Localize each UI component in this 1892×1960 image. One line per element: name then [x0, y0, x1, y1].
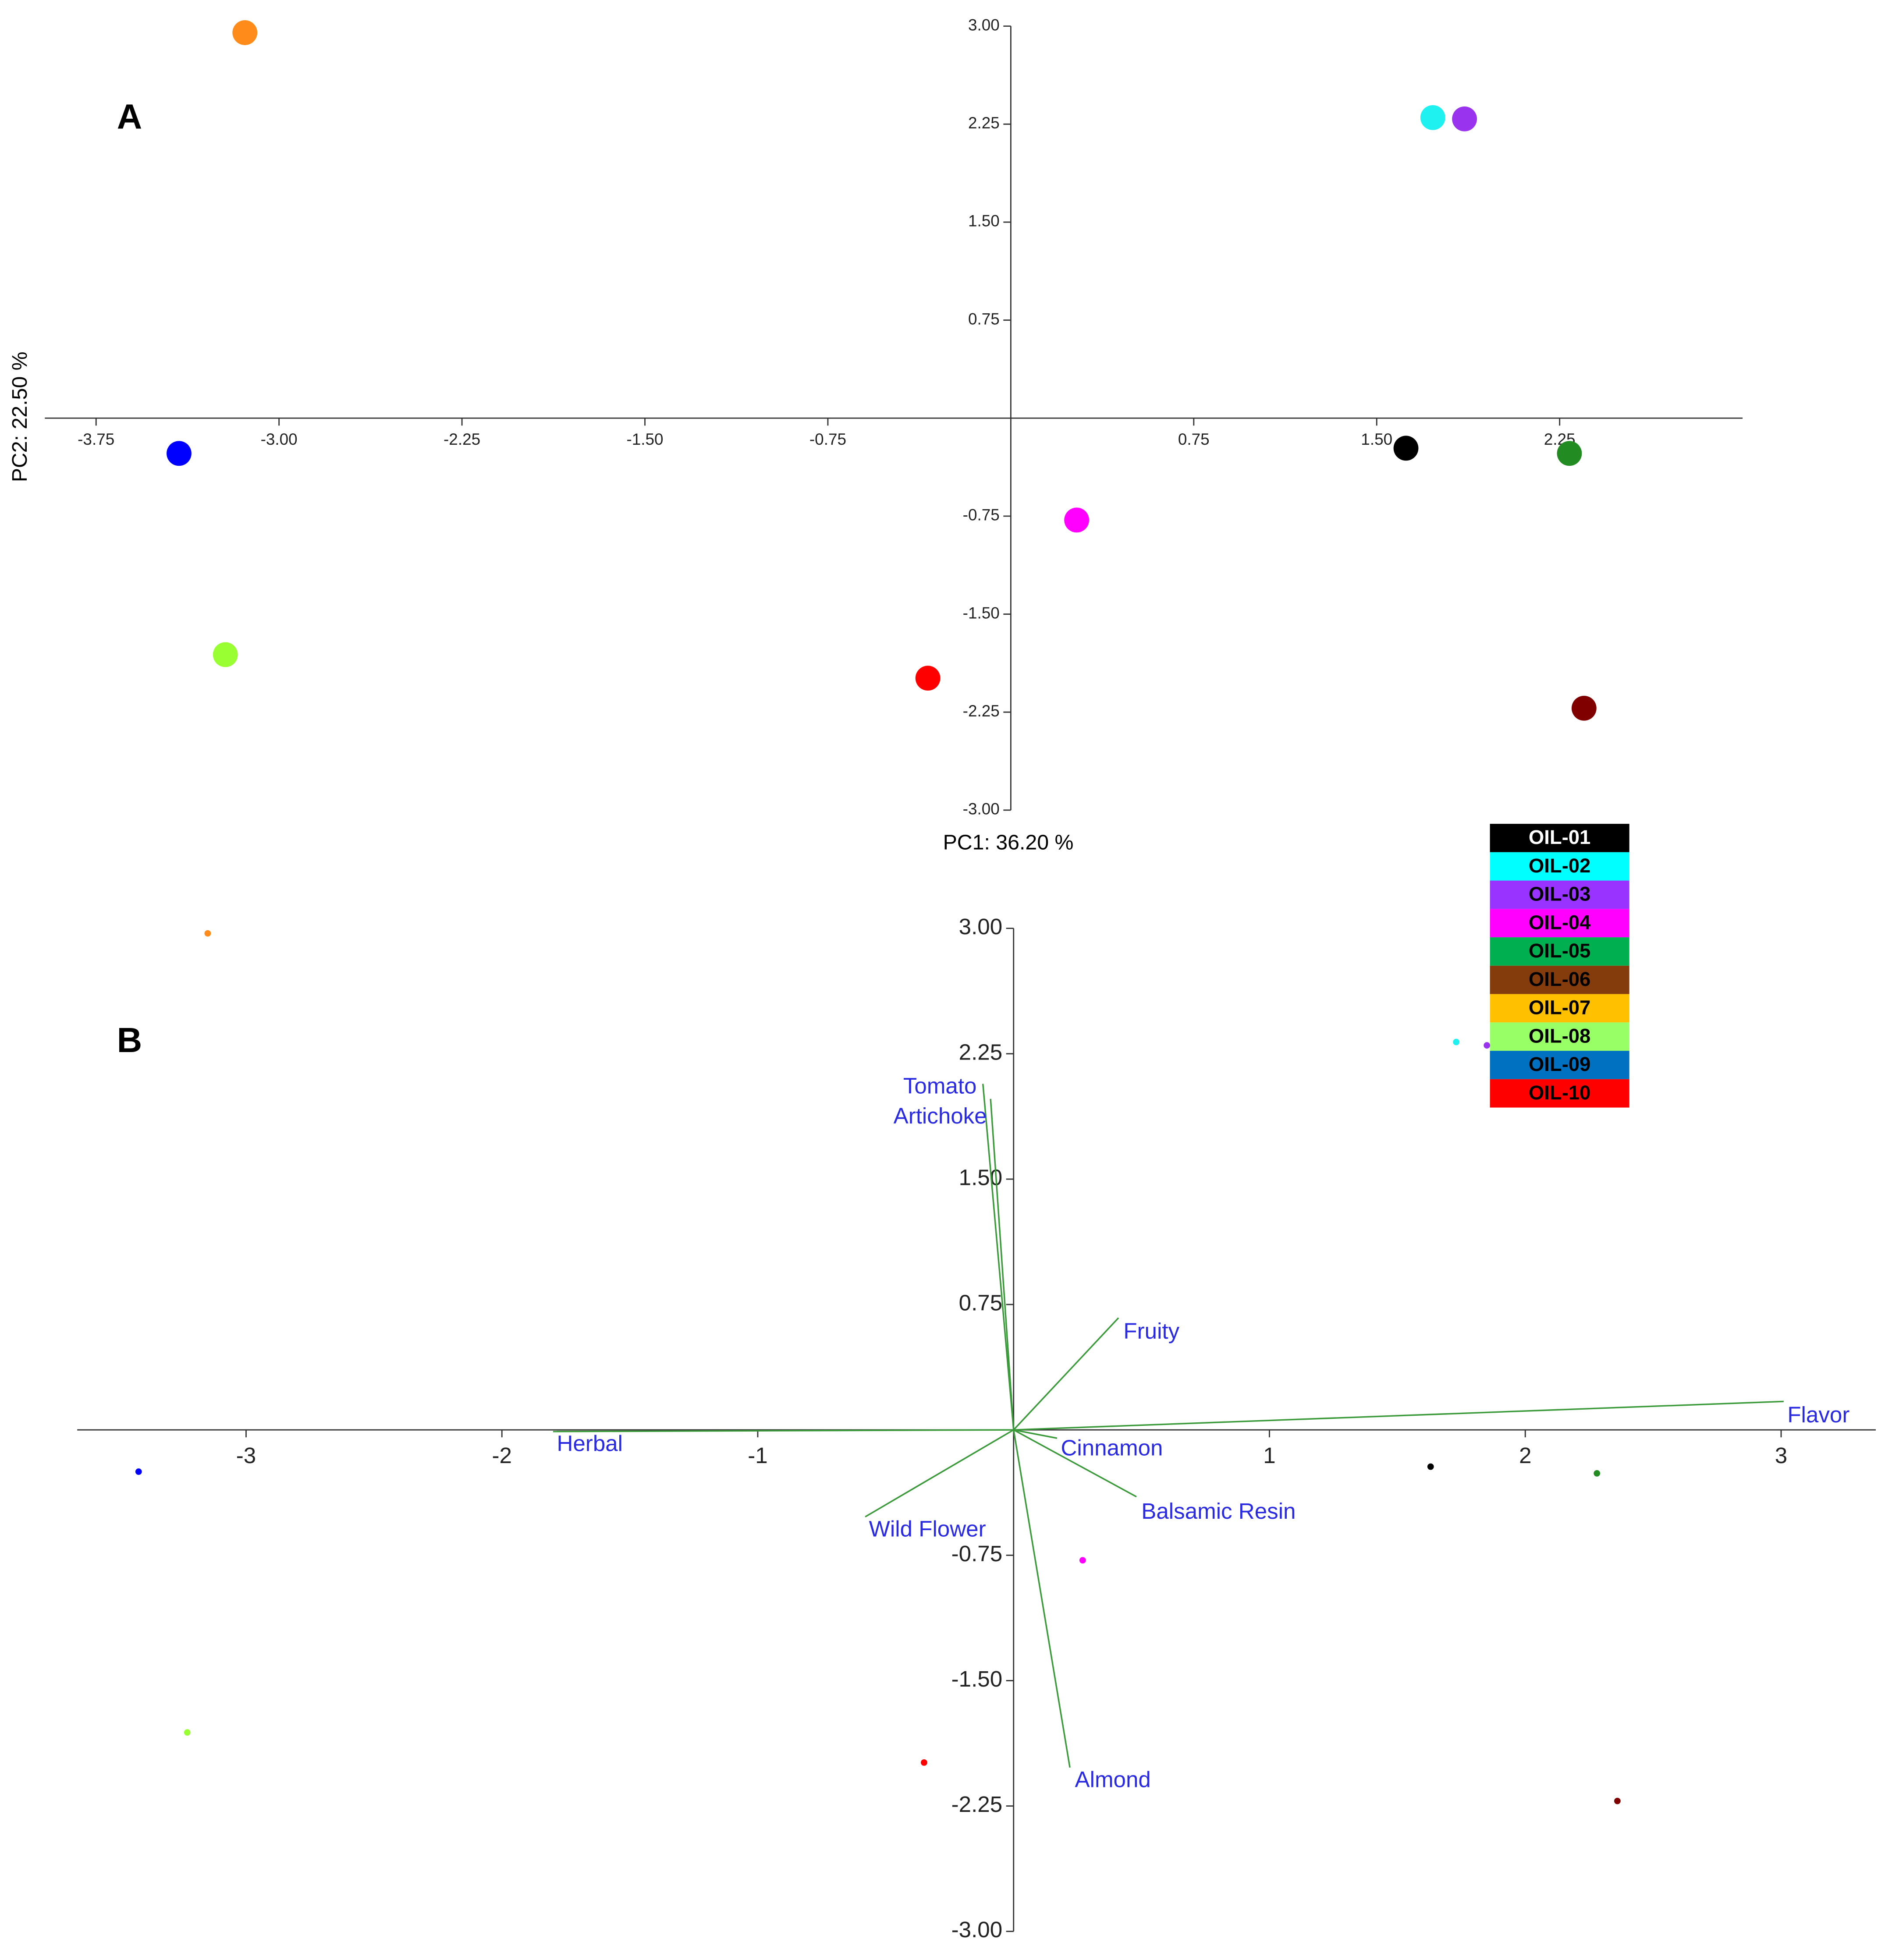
- legend-swatch: [1490, 965, 1629, 994]
- data-point: [1452, 106, 1477, 131]
- x-tick-label: 0.75: [1178, 430, 1210, 448]
- y-tick-label: -1.50: [951, 1666, 1003, 1691]
- loading-label: Herbal: [557, 1431, 623, 1456]
- data-point: [232, 20, 258, 45]
- legend-swatch: [1490, 824, 1629, 852]
- data-point: [1484, 1042, 1491, 1049]
- loading-vector: [865, 1429, 1014, 1518]
- data-point: [1427, 1463, 1434, 1470]
- data-point: [915, 666, 941, 691]
- loading-label: Balsamic Resin: [1141, 1499, 1296, 1524]
- y-tick-label: -2.25: [963, 702, 1000, 720]
- loading-vector: [990, 1099, 1015, 1430]
- chart-panel: -3.75 -3.00 -2.25 -1.50 -0.75 0.75 1.50 2.25 3.0…: [8, 16, 1743, 1108]
- loading-vector: [1013, 1400, 1784, 1431]
- y-tick-label: -1.50: [963, 604, 1000, 622]
- x-tick-label: 2: [1519, 1443, 1531, 1468]
- data-point: [1594, 1470, 1601, 1477]
- x-tick-label: -3.75: [78, 430, 114, 448]
- legend-label: OIL-04: [1529, 911, 1591, 933]
- legend-swatch: [1490, 1022, 1629, 1051]
- legend: OIL-01 OIL-02 OIL-03 OIL-04 OIL-05 OIL-06 OIL-…: [1490, 824, 1629, 1108]
- y-tick-label: 2.25: [959, 1039, 1002, 1064]
- loading-vector: [1013, 1429, 1071, 1768]
- x-tick-label: -1.50: [626, 430, 663, 448]
- y-axis-label: PC2: 22.50 %: [8, 351, 32, 482]
- loading-label: Fruity: [1123, 1318, 1179, 1343]
- data-point: [1064, 507, 1090, 533]
- legend-label: OIL-03: [1529, 883, 1590, 905]
- data-point: [1614, 1797, 1621, 1804]
- loading-vector: [553, 1429, 1014, 1432]
- legend-label: OIL-06: [1529, 968, 1590, 990]
- y-tick-label: -0.75: [963, 506, 1000, 524]
- y-tick-label: -2.25: [951, 1792, 1003, 1817]
- x-tick-label: -3.00: [261, 430, 298, 448]
- loading-vector: [1013, 1317, 1119, 1431]
- legend-swatch: [1490, 1079, 1629, 1108]
- legend-swatch: [1490, 1051, 1629, 1079]
- data-point: [184, 1729, 191, 1736]
- legend-swatch: [1490, 994, 1629, 1023]
- x-tick-label: -2.25: [444, 430, 480, 448]
- x-tick-label: -3: [236, 1443, 256, 1468]
- y-tick-label: 0.75: [968, 310, 1000, 328]
- x-tick-label: 3: [1775, 1443, 1787, 1468]
- x-axis-label: PC1: 36.20 %: [943, 830, 1074, 854]
- legend-label: OIL-08: [1529, 1024, 1590, 1047]
- data-point: [135, 1468, 142, 1475]
- loading-label: Almond: [1075, 1767, 1151, 1792]
- panel-label: B: [117, 1021, 142, 1060]
- legend-swatch: [1490, 937, 1629, 966]
- loading-vector: [1013, 1429, 1137, 1498]
- legend-label: OIL-07: [1529, 996, 1590, 1019]
- x-tick-label: 1: [1263, 1443, 1275, 1468]
- legend-label: OIL-09: [1529, 1053, 1590, 1075]
- legend-label: OIL-02: [1529, 854, 1590, 877]
- legend-swatch: [1490, 852, 1629, 881]
- loading-label: Tomato: [903, 1073, 977, 1098]
- legend-label: OIL-05: [1529, 939, 1590, 962]
- legend-label: OIL-10: [1529, 1081, 1590, 1104]
- data-point: [1571, 695, 1597, 721]
- y-tick-label: -0.75: [951, 1541, 1003, 1566]
- data-point: [1420, 105, 1445, 130]
- data-point: [204, 930, 211, 937]
- data-point: [1393, 436, 1419, 461]
- loading-vector: [1013, 1429, 1058, 1439]
- y-tick-label: -3.00: [963, 800, 1000, 818]
- legend-label: OIL-01: [1529, 826, 1590, 848]
- panel-label: A: [117, 97, 142, 136]
- y-tick-label: 1.50: [968, 212, 1000, 230]
- data-point: [167, 441, 192, 466]
- y-tick-label: -3.00: [951, 1917, 1003, 1942]
- data-point: [921, 1759, 927, 1766]
- x-tick-label: 1.50: [1361, 430, 1392, 448]
- loading-label: Artichoke: [894, 1103, 987, 1128]
- y-tick-label: 3.00: [959, 914, 1002, 939]
- loading-label: Wild Flower: [869, 1516, 986, 1541]
- y-tick-label: 2.25: [968, 114, 1000, 132]
- loading-label: Cinnamon: [1061, 1435, 1163, 1460]
- data-point: [1453, 1038, 1460, 1046]
- chart-panel: -3 -2 -1 1 2 33.002.251.500.75-0.75-1.50-2.25…: [77, 914, 1876, 1942]
- data-point: [213, 642, 238, 667]
- data-point: [1079, 1557, 1086, 1564]
- x-tick-label: -2: [492, 1443, 511, 1468]
- data-point: [1557, 441, 1582, 466]
- y-tick-label: 3.00: [968, 16, 1000, 34]
- loading-label: Flavor: [1787, 1402, 1849, 1427]
- x-tick-label: -1: [748, 1443, 767, 1468]
- y-tick-label: 0.75: [959, 1290, 1002, 1315]
- legend-swatch: [1490, 909, 1629, 938]
- loading-vector: [982, 1084, 1015, 1430]
- legend-swatch: [1490, 880, 1629, 909]
- x-tick-label: -0.75: [809, 430, 846, 448]
